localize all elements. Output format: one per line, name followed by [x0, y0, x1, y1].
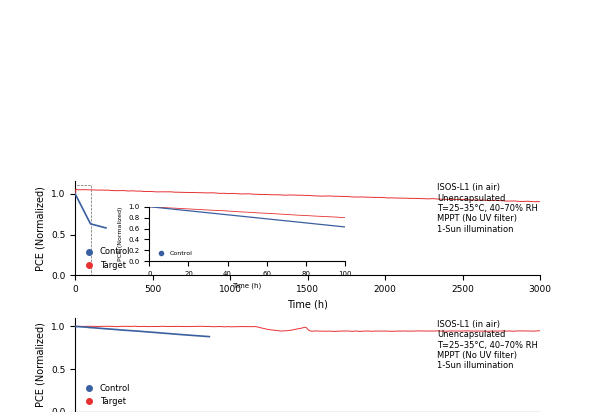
- Text: ISOS-L1 (in air)
Unencapsulated
T=25–35°C, 40–70% RH
MPPT (No UV filter)
1-Sun i: ISOS-L1 (in air) Unencapsulated T=25–35°…: [437, 183, 538, 234]
- Y-axis label: PCE (Normalized): PCE (Normalized): [35, 186, 46, 271]
- Text: ISOS-L1 (in air)
Unencapsulated
T=25–35°C, 40–70% RH
MPPT (No UV filter)
1-Sun i: ISOS-L1 (in air) Unencapsulated T=25–35°…: [437, 320, 538, 370]
- Legend: Control, Target: Control, Target: [79, 246, 132, 271]
- X-axis label: Time (h): Time (h): [287, 300, 328, 310]
- Legend: Control, Target: Control, Target: [79, 382, 132, 408]
- Y-axis label: PCE (Normalized): PCE (Normalized): [35, 323, 46, 407]
